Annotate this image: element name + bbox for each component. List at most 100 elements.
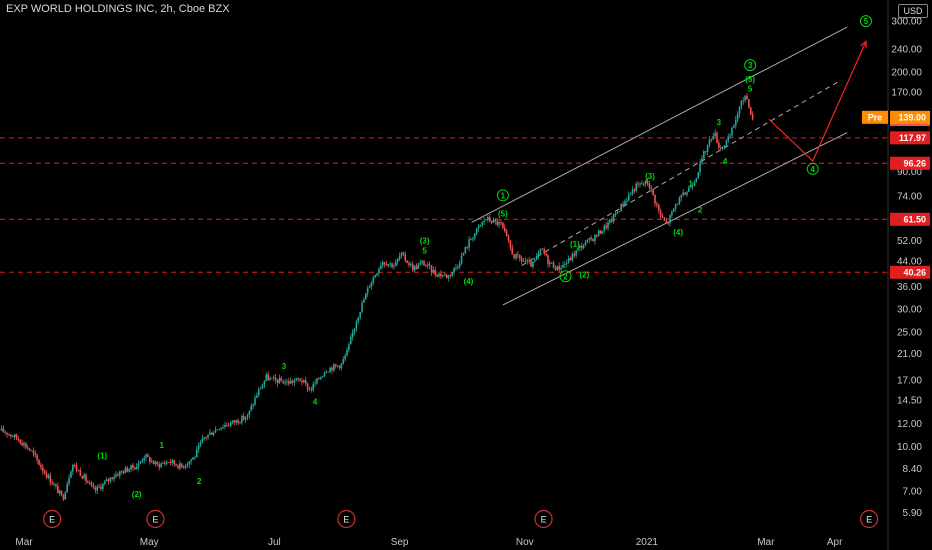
candle-body [676, 203, 679, 205]
candle-body [192, 457, 194, 460]
candle-body [426, 264, 429, 266]
candle-body [227, 425, 230, 427]
candle-body [246, 415, 249, 418]
candle-body [319, 377, 322, 380]
candle-body [242, 415, 245, 420]
earnings-marker [43, 509, 62, 529]
candle-body [349, 337, 352, 345]
wave-label-circle [559, 270, 572, 283]
candle-body [468, 239, 470, 248]
candle-body [195, 449, 198, 458]
currency-badge[interactable]: USD [898, 4, 928, 18]
candle-body [738, 106, 741, 114]
candle-body [674, 204, 677, 209]
candle-body [455, 267, 457, 269]
candle-body [475, 228, 478, 234]
y-tick-label: 8.40 [903, 464, 923, 475]
candle-body [85, 474, 87, 482]
candle-body [537, 252, 540, 256]
candle-body [150, 461, 153, 463]
candle-body [124, 467, 127, 474]
candle-body [460, 255, 463, 264]
candle-body [749, 107, 752, 115]
candle-body [113, 476, 115, 479]
candle-body [143, 457, 145, 461]
candle-body [466, 247, 469, 248]
candle-body [616, 211, 619, 214]
projection-arrowhead [860, 40, 867, 49]
candle-body [607, 222, 609, 228]
wave-label: 1 [688, 179, 693, 188]
premarket-tag-bg [862, 110, 888, 124]
candle-body [389, 263, 392, 265]
candle-body [524, 260, 527, 262]
candle-body [180, 463, 183, 467]
candle-body [173, 460, 176, 465]
candle-body [199, 442, 202, 446]
x-tick-label: Jul [268, 537, 281, 548]
candle-body [171, 460, 174, 463]
candle-body [680, 194, 683, 198]
wave-label-circle [496, 189, 509, 202]
candle-body [49, 475, 52, 483]
candle-body [154, 462, 157, 465]
candle-body [239, 422, 241, 424]
candle-body [346, 349, 348, 356]
candle-body [87, 481, 89, 483]
candle-body [282, 381, 284, 384]
candle-body [571, 253, 574, 261]
earnings-marker [146, 509, 165, 529]
candle-body [485, 219, 487, 221]
candle-body [372, 277, 375, 283]
candle-body [293, 380, 296, 383]
candle-body [36, 455, 38, 460]
candle-body [318, 378, 320, 380]
candle-body [19, 439, 22, 444]
y-tick-label: 21.00 [897, 349, 922, 360]
candle-body [321, 376, 324, 378]
candle-body [15, 434, 18, 439]
candle-body [38, 459, 40, 465]
candle-body [62, 494, 65, 500]
candle-body [545, 253, 547, 256]
price-level-tag [890, 131, 930, 145]
candle-body [449, 275, 452, 276]
candle-body [344, 355, 346, 360]
candle-body [257, 389, 260, 396]
candle-body [528, 260, 530, 262]
wave-label: 4 [313, 398, 318, 407]
candle-body [423, 261, 425, 266]
candle-body [513, 254, 515, 259]
candle-body [729, 135, 731, 137]
candle-body [395, 261, 397, 267]
earnings-marker-label: E [541, 515, 547, 525]
candle-body [494, 219, 497, 222]
candle-body [105, 479, 108, 482]
candle-body [708, 139, 711, 145]
candle-body [299, 379, 301, 381]
candle-body [618, 211, 621, 213]
candle-body [597, 230, 600, 237]
candle-body [280, 378, 283, 382]
earnings-marker-label: E [866, 515, 872, 525]
candle-body [697, 172, 700, 179]
candle-body [139, 461, 142, 464]
wave-label: (3) [420, 236, 430, 245]
earnings-marker-label: E [152, 515, 158, 525]
candle-body [284, 382, 286, 384]
candle-body [601, 230, 604, 234]
candle-body [376, 273, 378, 276]
candle-body [229, 422, 232, 426]
candle-body [492, 219, 495, 223]
candle-body [451, 271, 453, 276]
candle-body [609, 219, 611, 223]
wave-label: 5 [748, 85, 753, 94]
candle-body [368, 286, 371, 288]
candle-body [162, 463, 164, 464]
candle-body [220, 427, 222, 430]
candle-body [94, 487, 97, 491]
candle-body [269, 377, 271, 381]
candle-body [250, 406, 253, 411]
candle-body [652, 188, 654, 196]
